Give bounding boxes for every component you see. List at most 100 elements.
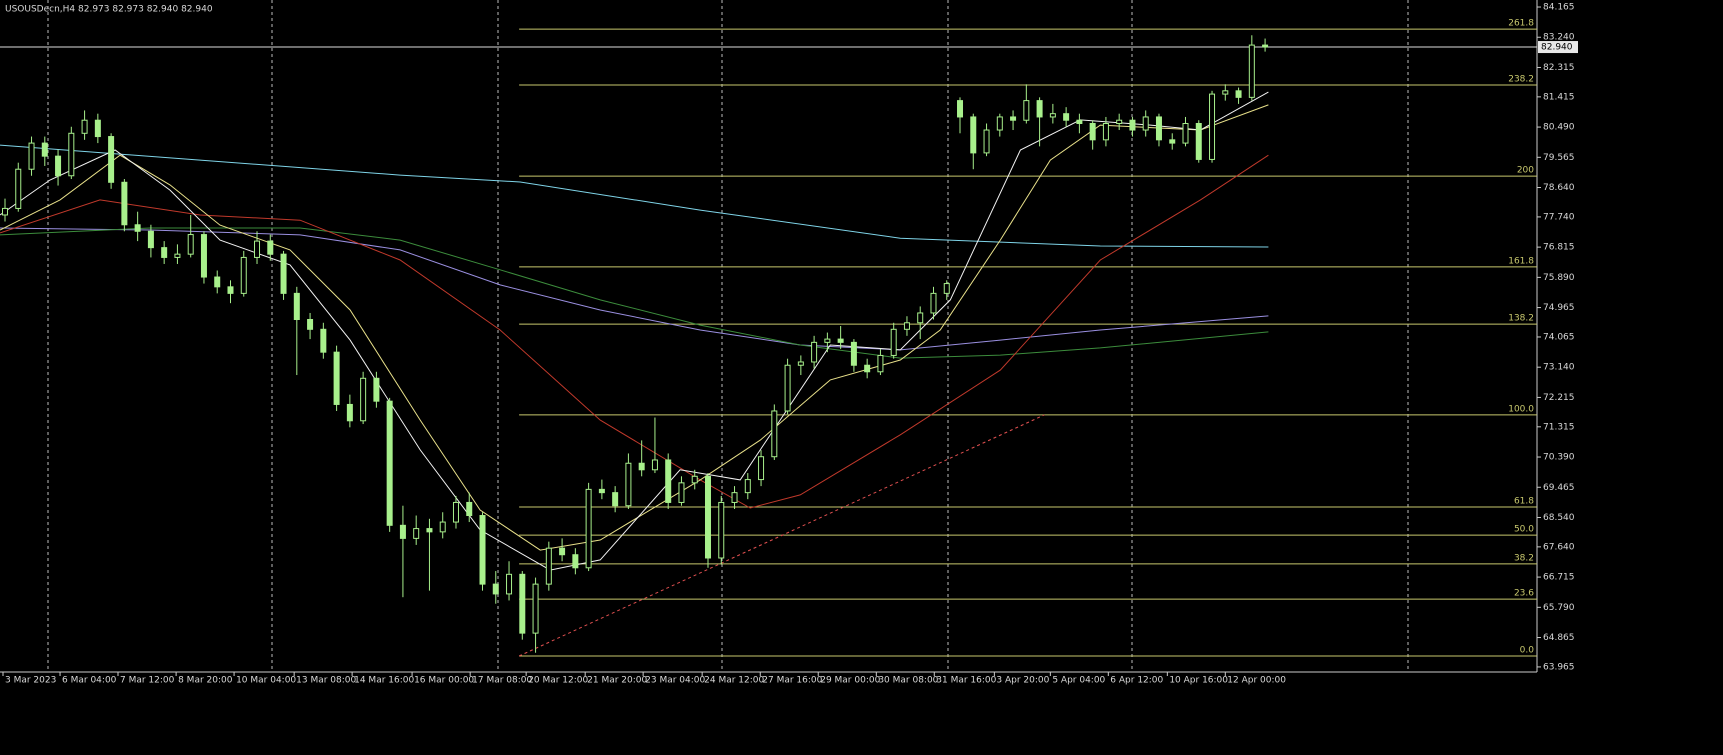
y-tick-label: 75.890 — [1543, 273, 1575, 283]
y-tick-label: 69.465 — [1543, 483, 1575, 493]
candle-body — [718, 501, 725, 559]
candle-body — [1195, 122, 1202, 160]
y-tick-label: 79.565 — [1543, 153, 1575, 163]
chart-title: USOUSDecn,H4 82.973 82.973 82.940 82.940 — [5, 5, 213, 15]
fib-label: 100.0 — [1508, 404, 1534, 414]
candle-body — [1209, 93, 1216, 160]
fib-label: 0.0 — [1520, 645, 1535, 655]
candle-body — [1036, 100, 1043, 118]
candle-body — [333, 351, 340, 405]
candle-body — [572, 554, 579, 569]
candle-body — [585, 488, 592, 569]
candle-body — [1102, 122, 1109, 141]
candle-body — [877, 354, 884, 373]
fib-label: 50.0 — [1514, 525, 1534, 535]
week-separators — [47, 0, 1409, 672]
candle-body — [492, 583, 499, 595]
candle-body — [970, 116, 977, 154]
candle-body — [55, 155, 62, 177]
candle-body — [983, 129, 990, 154]
candle-body — [413, 528, 420, 539]
candle-body — [850, 341, 857, 366]
y-tick-label: 66.715 — [1543, 573, 1575, 583]
candle-body — [665, 459, 672, 503]
y-tick-label: 64.865 — [1543, 633, 1575, 643]
x-tick-label: 30 Mar 08:00 — [878, 676, 938, 686]
candle-body — [545, 547, 552, 585]
x-tick-label: 3 Apr 20:00 — [996, 676, 1049, 686]
candle-body — [452, 501, 459, 523]
candle-body — [1010, 116, 1017, 121]
x-tick-label: 8 Mar 20:00 — [178, 676, 233, 686]
moving-average — [0, 91, 1269, 571]
fib-label: 200 — [1517, 166, 1534, 176]
candle-body — [864, 364, 871, 373]
candle-body — [651, 459, 658, 471]
y-tick-label: 76.815 — [1543, 243, 1575, 253]
moving-average — [0, 144, 1269, 248]
y-tick-label: 84.165 — [1543, 3, 1575, 13]
x-tick-label: 16 Mar 00:00 — [414, 676, 474, 686]
candle-body — [373, 377, 380, 402]
fib-label: 261.8 — [1508, 19, 1534, 29]
fib-label: 161.8 — [1508, 256, 1534, 266]
y-tick-label: 81.415 — [1543, 92, 1575, 102]
candle-body — [1023, 100, 1030, 121]
y-tick-label: 71.315 — [1543, 422, 1575, 432]
candle-body — [293, 292, 300, 321]
x-tick-label: 10 Apr 16:00 — [1169, 676, 1228, 686]
candle-body — [161, 247, 168, 258]
x-tick-label: 31 Mar 16:00 — [936, 676, 996, 686]
candle-body — [890, 328, 897, 356]
candle-body — [691, 475, 698, 484]
candle-body — [1142, 116, 1149, 131]
trendline — [518, 414, 1045, 657]
candle-body — [399, 524, 406, 539]
x-tick-label: 27 Mar 16:00 — [762, 676, 822, 686]
x-tick-label: 14 Mar 16:00 — [354, 676, 414, 686]
candle-body — [147, 230, 154, 249]
y-tick-label: 68.540 — [1543, 513, 1575, 523]
candle-body — [1129, 119, 1136, 131]
candle-body — [254, 240, 261, 258]
candle-body — [227, 286, 234, 294]
x-tick-label: 12 Apr 00:00 — [1227, 676, 1286, 686]
y-tick-label: 78.640 — [1543, 183, 1575, 193]
candle-body — [612, 492, 619, 507]
candle-body — [174, 253, 181, 258]
candle-body — [214, 276, 221, 288]
moving-average — [0, 104, 1269, 551]
candle-body — [744, 479, 751, 494]
candle-body — [930, 292, 937, 314]
candle-body — [1076, 119, 1083, 124]
candle-body — [1248, 44, 1255, 98]
x-tick-label: 17 Mar 08:00 — [472, 676, 532, 686]
candle-body — [41, 142, 48, 157]
candle-body — [1049, 113, 1056, 118]
candle-body — [466, 501, 473, 517]
candle-body — [68, 132, 75, 177]
y-tick-label: 65.790 — [1543, 603, 1575, 613]
candle-body — [200, 234, 207, 278]
candle-body — [598, 488, 605, 494]
candle-body — [426, 528, 433, 533]
x-tick-label: 7 Mar 12:00 — [120, 676, 175, 686]
candle-body — [1155, 116, 1162, 141]
candle-body — [15, 168, 22, 209]
candle-body — [559, 547, 566, 556]
x-tick-label: 6 Apr 12:00 — [1110, 676, 1163, 686]
candle-body — [94, 119, 101, 138]
candle-body — [108, 136, 115, 183]
x-tick-label: 29 Mar 00:00 — [820, 676, 880, 686]
current-price-box — [1538, 41, 1578, 54]
current-price-label: 82.940 — [1541, 43, 1573, 53]
candle-body — [943, 283, 950, 294]
y-tick-label: 72.215 — [1543, 393, 1575, 403]
candle-body — [439, 521, 446, 533]
y-tick-label: 63.965 — [1543, 662, 1575, 672]
fib-label: 238.2 — [1508, 74, 1534, 84]
x-tick-label: 23 Mar 04:00 — [645, 676, 705, 686]
x-tick-label: 24 Mar 12:00 — [704, 676, 764, 686]
candle-body — [28, 142, 35, 170]
